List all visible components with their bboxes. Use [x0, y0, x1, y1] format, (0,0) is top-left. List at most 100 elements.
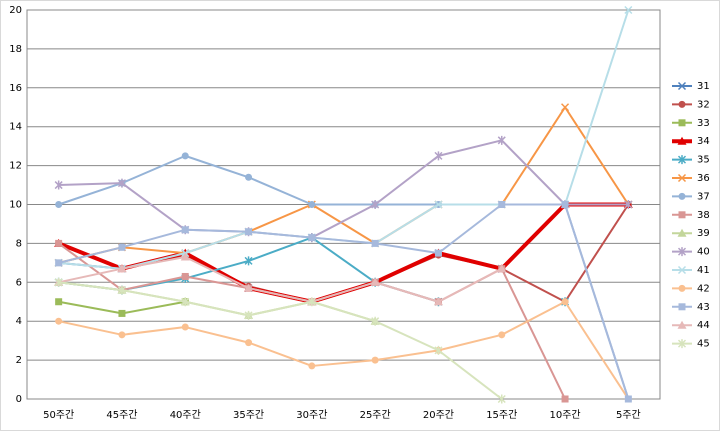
y-tick-label: 10 — [9, 200, 22, 211]
point — [497, 135, 506, 145]
point — [561, 298, 569, 306]
legend-label: 37 — [697, 191, 710, 202]
point — [117, 264, 127, 273]
point — [678, 100, 686, 108]
legend-label: 31 — [697, 81, 710, 92]
legend-label: 36 — [697, 173, 710, 184]
point — [55, 239, 63, 247]
series-line — [58, 300, 630, 400]
point — [561, 395, 569, 403]
point — [244, 310, 253, 320]
y-tick-label: 4 — [16, 316, 22, 327]
series — [54, 277, 506, 404]
legend-label: 40 — [697, 247, 710, 258]
point — [434, 200, 443, 209]
y-tick-label: 18 — [9, 44, 22, 55]
point — [561, 103, 570, 112]
point — [118, 243, 126, 251]
series-line — [58, 139, 629, 239]
point — [55, 201, 63, 208]
point — [677, 155, 687, 165]
point — [181, 152, 189, 160]
x-tick-label: 10주간 — [549, 409, 580, 421]
point — [434, 345, 443, 355]
point — [677, 265, 687, 275]
point — [307, 297, 316, 307]
point — [434, 151, 443, 161]
point — [371, 239, 379, 247]
series-line — [58, 281, 503, 400]
point — [371, 316, 380, 326]
point — [181, 323, 189, 331]
legend-label: 44 — [697, 320, 710, 331]
legend-label: 38 — [697, 210, 710, 221]
point — [245, 228, 253, 236]
point — [498, 201, 506, 208]
point — [370, 277, 380, 286]
point — [244, 256, 253, 266]
legend-label: 45 — [697, 339, 710, 350]
point — [180, 252, 190, 261]
x-tick-label: 5주간 — [616, 409, 641, 421]
point — [371, 356, 379, 364]
point — [54, 277, 63, 287]
x-tick-label: 40주간 — [170, 409, 201, 421]
point — [118, 309, 126, 317]
y-tick-label: 20 — [9, 5, 22, 16]
point — [678, 119, 686, 127]
x-tick-label: 20주간 — [423, 409, 454, 421]
point — [54, 180, 63, 190]
y-tick-label: 8 — [16, 238, 22, 249]
point — [624, 395, 632, 403]
legend-label: 35 — [697, 155, 710, 166]
x-tick-label: 15주간 — [486, 409, 517, 421]
legend-label: 32 — [697, 99, 710, 110]
point — [308, 234, 316, 242]
point — [55, 317, 63, 325]
legend-label: 39 — [697, 228, 710, 239]
point — [677, 173, 687, 183]
point — [677, 228, 687, 237]
point — [678, 303, 686, 311]
point — [678, 192, 686, 200]
legend-label: 34 — [697, 136, 710, 147]
point — [677, 320, 687, 329]
point — [118, 331, 126, 339]
point — [308, 362, 316, 370]
x-tick-label: 45주간 — [106, 409, 137, 421]
legend-label: 33 — [697, 118, 710, 129]
y-tick-label: 12 — [9, 161, 22, 172]
point — [677, 247, 687, 257]
y-tick-label: 2 — [16, 355, 22, 366]
point — [498, 331, 506, 339]
point — [181, 297, 190, 307]
point — [244, 283, 254, 292]
point — [55, 259, 63, 267]
point — [371, 200, 380, 209]
x-tick-label: 30주간 — [296, 409, 327, 421]
series-line — [58, 256, 503, 303]
point — [561, 201, 569, 208]
point — [497, 264, 507, 273]
series — [55, 201, 632, 403]
point — [624, 200, 633, 209]
point — [181, 272, 189, 280]
point — [497, 394, 506, 404]
point — [245, 173, 253, 181]
point — [678, 211, 686, 219]
point — [55, 298, 63, 306]
series-line — [58, 203, 630, 400]
y-tick-label: 14 — [9, 122, 22, 133]
point — [245, 339, 253, 347]
x-tick-label: 35주간 — [233, 409, 264, 421]
x-tick-label: 25주간 — [360, 409, 391, 421]
y-tick-label: 0 — [16, 394, 22, 405]
point — [181, 226, 189, 234]
legend-label: 42 — [697, 283, 710, 294]
point — [624, 5, 633, 15]
point — [677, 81, 687, 91]
point — [434, 249, 442, 257]
point — [117, 178, 126, 188]
